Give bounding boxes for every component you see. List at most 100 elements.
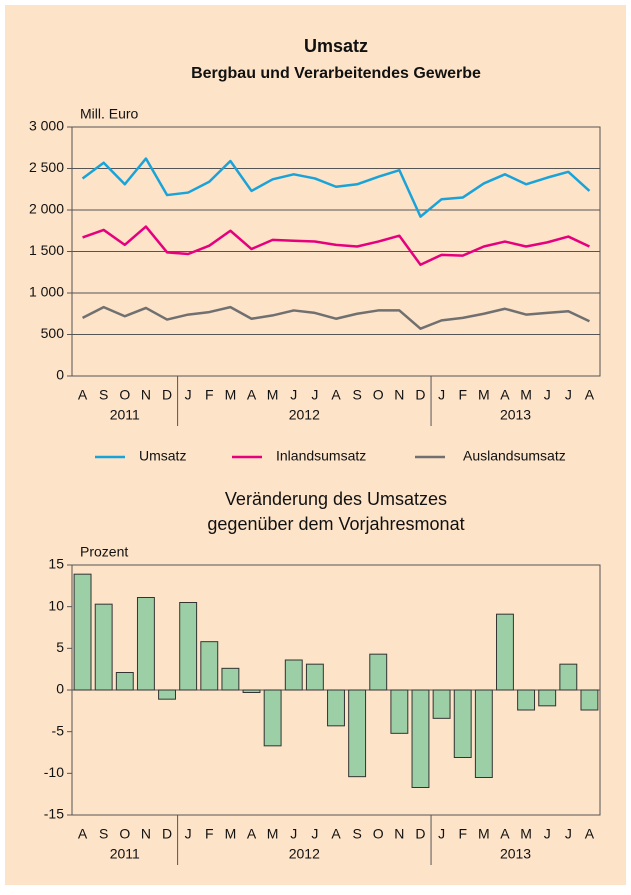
x-tick-label: S	[99, 387, 108, 403]
x-tick-label: A	[78, 387, 88, 403]
x-tick-label: F	[205, 387, 214, 403]
y-tick-label: 5	[56, 639, 64, 655]
bar	[221, 667, 240, 691]
x-tick-label: J	[438, 387, 445, 403]
x-group-label: 2011	[110, 407, 140, 423]
bar	[284, 659, 303, 691]
bar	[538, 689, 557, 707]
bar	[559, 663, 578, 691]
y-tick-label: 0	[56, 681, 64, 697]
x-group-label: 2012	[289, 407, 320, 423]
x-tick-label: S	[352, 387, 361, 403]
bar	[453, 689, 472, 758]
y-tick-label: 15	[48, 556, 64, 572]
bar	[369, 653, 388, 691]
y-tick-label: 1 000	[29, 284, 64, 300]
x-tick-label: A	[585, 387, 595, 403]
x-tick-label: M	[225, 826, 237, 842]
x-tick-label: O	[119, 387, 130, 403]
x-tick-label: D	[415, 826, 425, 842]
x-group-label: 2012	[289, 846, 320, 862]
y-tick-label: 3 000	[29, 118, 64, 134]
x-tick-label: A	[500, 826, 510, 842]
y-axis-label: Mill. Euro	[80, 106, 139, 122]
x-tick-label: O	[119, 826, 130, 842]
bar	[200, 641, 219, 691]
x-tick-label: F	[205, 826, 214, 842]
x-tick-label: M	[267, 826, 279, 842]
series-line	[81, 305, 590, 330]
x-tick-label: A	[247, 387, 257, 403]
bar	[158, 689, 176, 700]
bar	[242, 689, 261, 693]
x-tick-label: N	[141, 387, 151, 403]
y-tick-label: -10	[44, 764, 64, 780]
chart-subtitle: gegenüber dem Vorjahresmonat	[207, 514, 464, 534]
bar	[179, 602, 198, 691]
y-tick-label: -15	[44, 806, 64, 822]
x-group-label: 2013	[500, 846, 531, 862]
x-tick-label: M	[225, 387, 237, 403]
x-tick-label: A	[331, 387, 341, 403]
x-tick-label: N	[394, 387, 404, 403]
x-tick-label: A	[585, 826, 595, 842]
legend-label: Auslandsumsatz	[463, 448, 566, 464]
x-tick-label: J	[290, 826, 297, 842]
x-tick-label: J	[311, 387, 318, 403]
x-tick-label: O	[373, 826, 384, 842]
x-tick-label: J	[290, 387, 297, 403]
series-line	[81, 157, 591, 218]
y-tick-label: 2 000	[29, 201, 64, 217]
x-group-label: 2013	[500, 407, 531, 423]
chart-title: Umsatz	[304, 36, 368, 56]
y-tick-label: -5	[52, 722, 65, 738]
panel	[5, 5, 626, 885]
x-tick-label: F	[458, 826, 467, 842]
x-tick-label: J	[544, 387, 551, 403]
bar	[263, 689, 282, 747]
bar	[73, 573, 92, 691]
y-tick-label: 1 500	[29, 242, 64, 258]
legend-label: Umsatz	[139, 448, 186, 464]
legend-label: Inlandsumsatz	[276, 448, 366, 464]
x-tick-label: J	[311, 826, 318, 842]
x-tick-label: O	[373, 387, 384, 403]
bar	[580, 689, 599, 711]
x-tick-label: M	[520, 826, 532, 842]
bar	[327, 689, 345, 727]
x-tick-label: N	[394, 826, 404, 842]
x-tick-label: D	[162, 826, 172, 842]
x-tick-label: A	[331, 826, 341, 842]
x-tick-label: M	[478, 387, 490, 403]
x-tick-label: S	[99, 826, 108, 842]
x-tick-label: N	[141, 826, 151, 842]
x-tick-label: D	[415, 387, 425, 403]
bar	[517, 689, 536, 711]
bar	[496, 613, 514, 691]
chart-title: Veränderung des Umsatzes	[225, 489, 447, 509]
y-axis-label: Prozent	[80, 544, 128, 560]
bar	[94, 603, 113, 691]
x-tick-label: J	[565, 387, 572, 403]
bar	[390, 689, 409, 734]
x-tick-label: S	[352, 826, 361, 842]
bar	[115, 672, 134, 691]
bar	[432, 689, 451, 719]
chart-subtitle: Bergbau und Verarbeitendes Gewerbe	[191, 65, 481, 82]
x-tick-label: J	[544, 826, 551, 842]
bar	[305, 663, 324, 691]
x-tick-label: A	[78, 826, 88, 842]
x-tick-label: J	[565, 826, 572, 842]
x-tick-label: M	[267, 387, 279, 403]
series-line	[82, 225, 590, 267]
x-tick-label: M	[520, 387, 532, 403]
x-group-label: 2011	[110, 846, 140, 862]
bar	[474, 689, 493, 778]
y-tick-label: 0	[56, 367, 64, 383]
x-tick-label: A	[500, 387, 510, 403]
y-tick-label: 2 500	[29, 159, 64, 175]
x-tick-label: M	[478, 826, 490, 842]
x-tick-label: J	[438, 826, 445, 842]
x-tick-label: J	[185, 387, 192, 403]
